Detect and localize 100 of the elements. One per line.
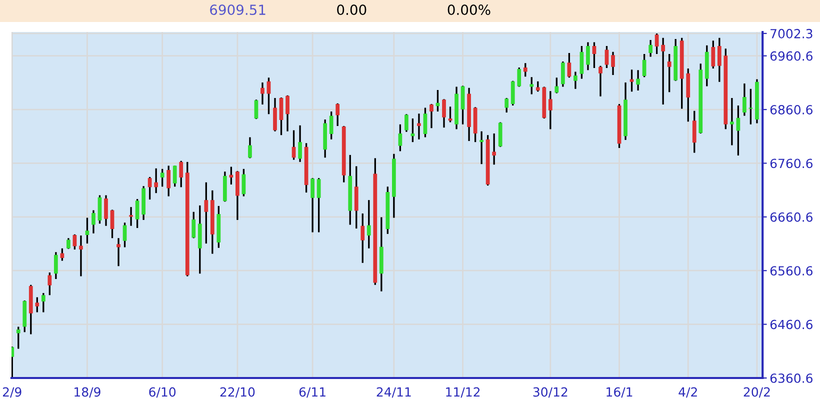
candlestick [35, 296, 40, 314]
candlestick [536, 80, 540, 92]
candlestick [41, 292, 46, 314]
candlestick [104, 194, 108, 227]
candlestick [116, 237, 120, 267]
candlestick [460, 84, 465, 126]
candlestick [273, 97, 277, 132]
candlestick [648, 39, 652, 58]
candlestick [85, 216, 90, 244]
candlestick [642, 53, 646, 78]
y-tick-label: 6660.6 [770, 212, 812, 222]
candlestick [498, 121, 502, 148]
candlestick [310, 177, 314, 234]
candlestick [592, 41, 596, 69]
candlestick [480, 130, 484, 165]
text: 6909.51 [210, 4, 266, 16]
candlestick [298, 124, 302, 163]
candlestick [254, 98, 258, 120]
y-tick-label: 6760.6 [770, 158, 812, 168]
candlestick [366, 199, 371, 250]
candlestick [166, 164, 171, 198]
candlestick [92, 209, 96, 234]
candlestick [11, 346, 14, 378]
candlestick [154, 168, 158, 194]
x-tick-label: 30/12 [533, 387, 568, 398]
candlestick [286, 94, 290, 132]
x-tick-label: 2/9 [2, 387, 22, 398]
candlestick [604, 45, 609, 69]
candlestick [398, 124, 402, 152]
candlestick [711, 40, 716, 70]
candlestick [736, 104, 740, 156]
candlestick [548, 90, 552, 130]
candlestick [417, 112, 421, 140]
y-tick-label: 6960.6 [770, 51, 812, 61]
candlestick [148, 176, 152, 200]
candlestick [260, 82, 264, 106]
candlestick [442, 98, 446, 128]
x-tick-label: 18/9 [74, 387, 100, 398]
candlestick [204, 182, 208, 244]
text: 0.00% [448, 4, 490, 16]
candlestick [654, 32, 659, 55]
x-tick-label: 20/2 [744, 387, 770, 398]
candlestick [160, 168, 164, 188]
y-tick-label: 6860.6 [770, 105, 812, 114]
candlestick [742, 82, 746, 117]
y-tick-label: 6460.6 [770, 320, 812, 330]
candlestick [574, 70, 578, 90]
candlestick [667, 53, 672, 93]
x-tick-label: 6/11 [299, 387, 326, 398]
candlestick [179, 160, 184, 188]
candlestick [229, 166, 234, 186]
candlestick [329, 110, 334, 140]
candlestick [504, 97, 509, 114]
candlestick [567, 52, 572, 78]
candlestick [510, 80, 515, 106]
candlestick [560, 60, 565, 88]
candlestick [523, 62, 528, 78]
candlestick [586, 41, 590, 71]
candlestick [580, 45, 584, 80]
x-tick-label: 22/10 [220, 387, 255, 398]
candlestick [636, 69, 640, 92]
candlestick [748, 88, 753, 126]
candlestick [360, 212, 365, 264]
candlestick [598, 64, 602, 98]
candlestick [336, 102, 340, 127]
candlestick [730, 97, 734, 146]
candlestick [517, 66, 522, 88]
candlestick [492, 132, 496, 166]
candlestick [530, 76, 534, 96]
candlestick [122, 222, 127, 248]
candlestick [611, 51, 615, 76]
candlestick [66, 237, 70, 250]
text: 0.00 [337, 4, 366, 16]
candlestick [661, 37, 666, 106]
candlestick [430, 103, 434, 129]
y-tick-label: 6360.6 [770, 373, 812, 383]
candlestick [248, 136, 252, 160]
candlestick [554, 76, 559, 94]
candlestick [172, 164, 177, 188]
x-tick-label: 16/1 [606, 387, 632, 398]
candlestick [316, 177, 321, 234]
candlestick [423, 106, 428, 138]
candlestick [79, 234, 83, 278]
candlestick [404, 113, 408, 133]
candlestick [98, 194, 102, 225]
candlestick [192, 211, 196, 240]
candlestick [16, 326, 20, 350]
candlestick [692, 110, 696, 154]
x-tick-label: 11/12 [446, 387, 480, 398]
candlestick [54, 251, 58, 280]
x-tick-label: 4/2 [678, 387, 697, 398]
candlestick [279, 96, 284, 136]
candlestick [717, 37, 722, 83]
candlestick [135, 198, 140, 229]
x-tick-label: 6/10 [149, 387, 176, 398]
y-tick-label: 6560.6 [770, 266, 812, 276]
y-tick-label: 7002.3 [770, 28, 812, 38]
candlestick [60, 248, 64, 262]
candlestick [129, 206, 133, 227]
x-tick-label: 24/11 [376, 387, 411, 398]
